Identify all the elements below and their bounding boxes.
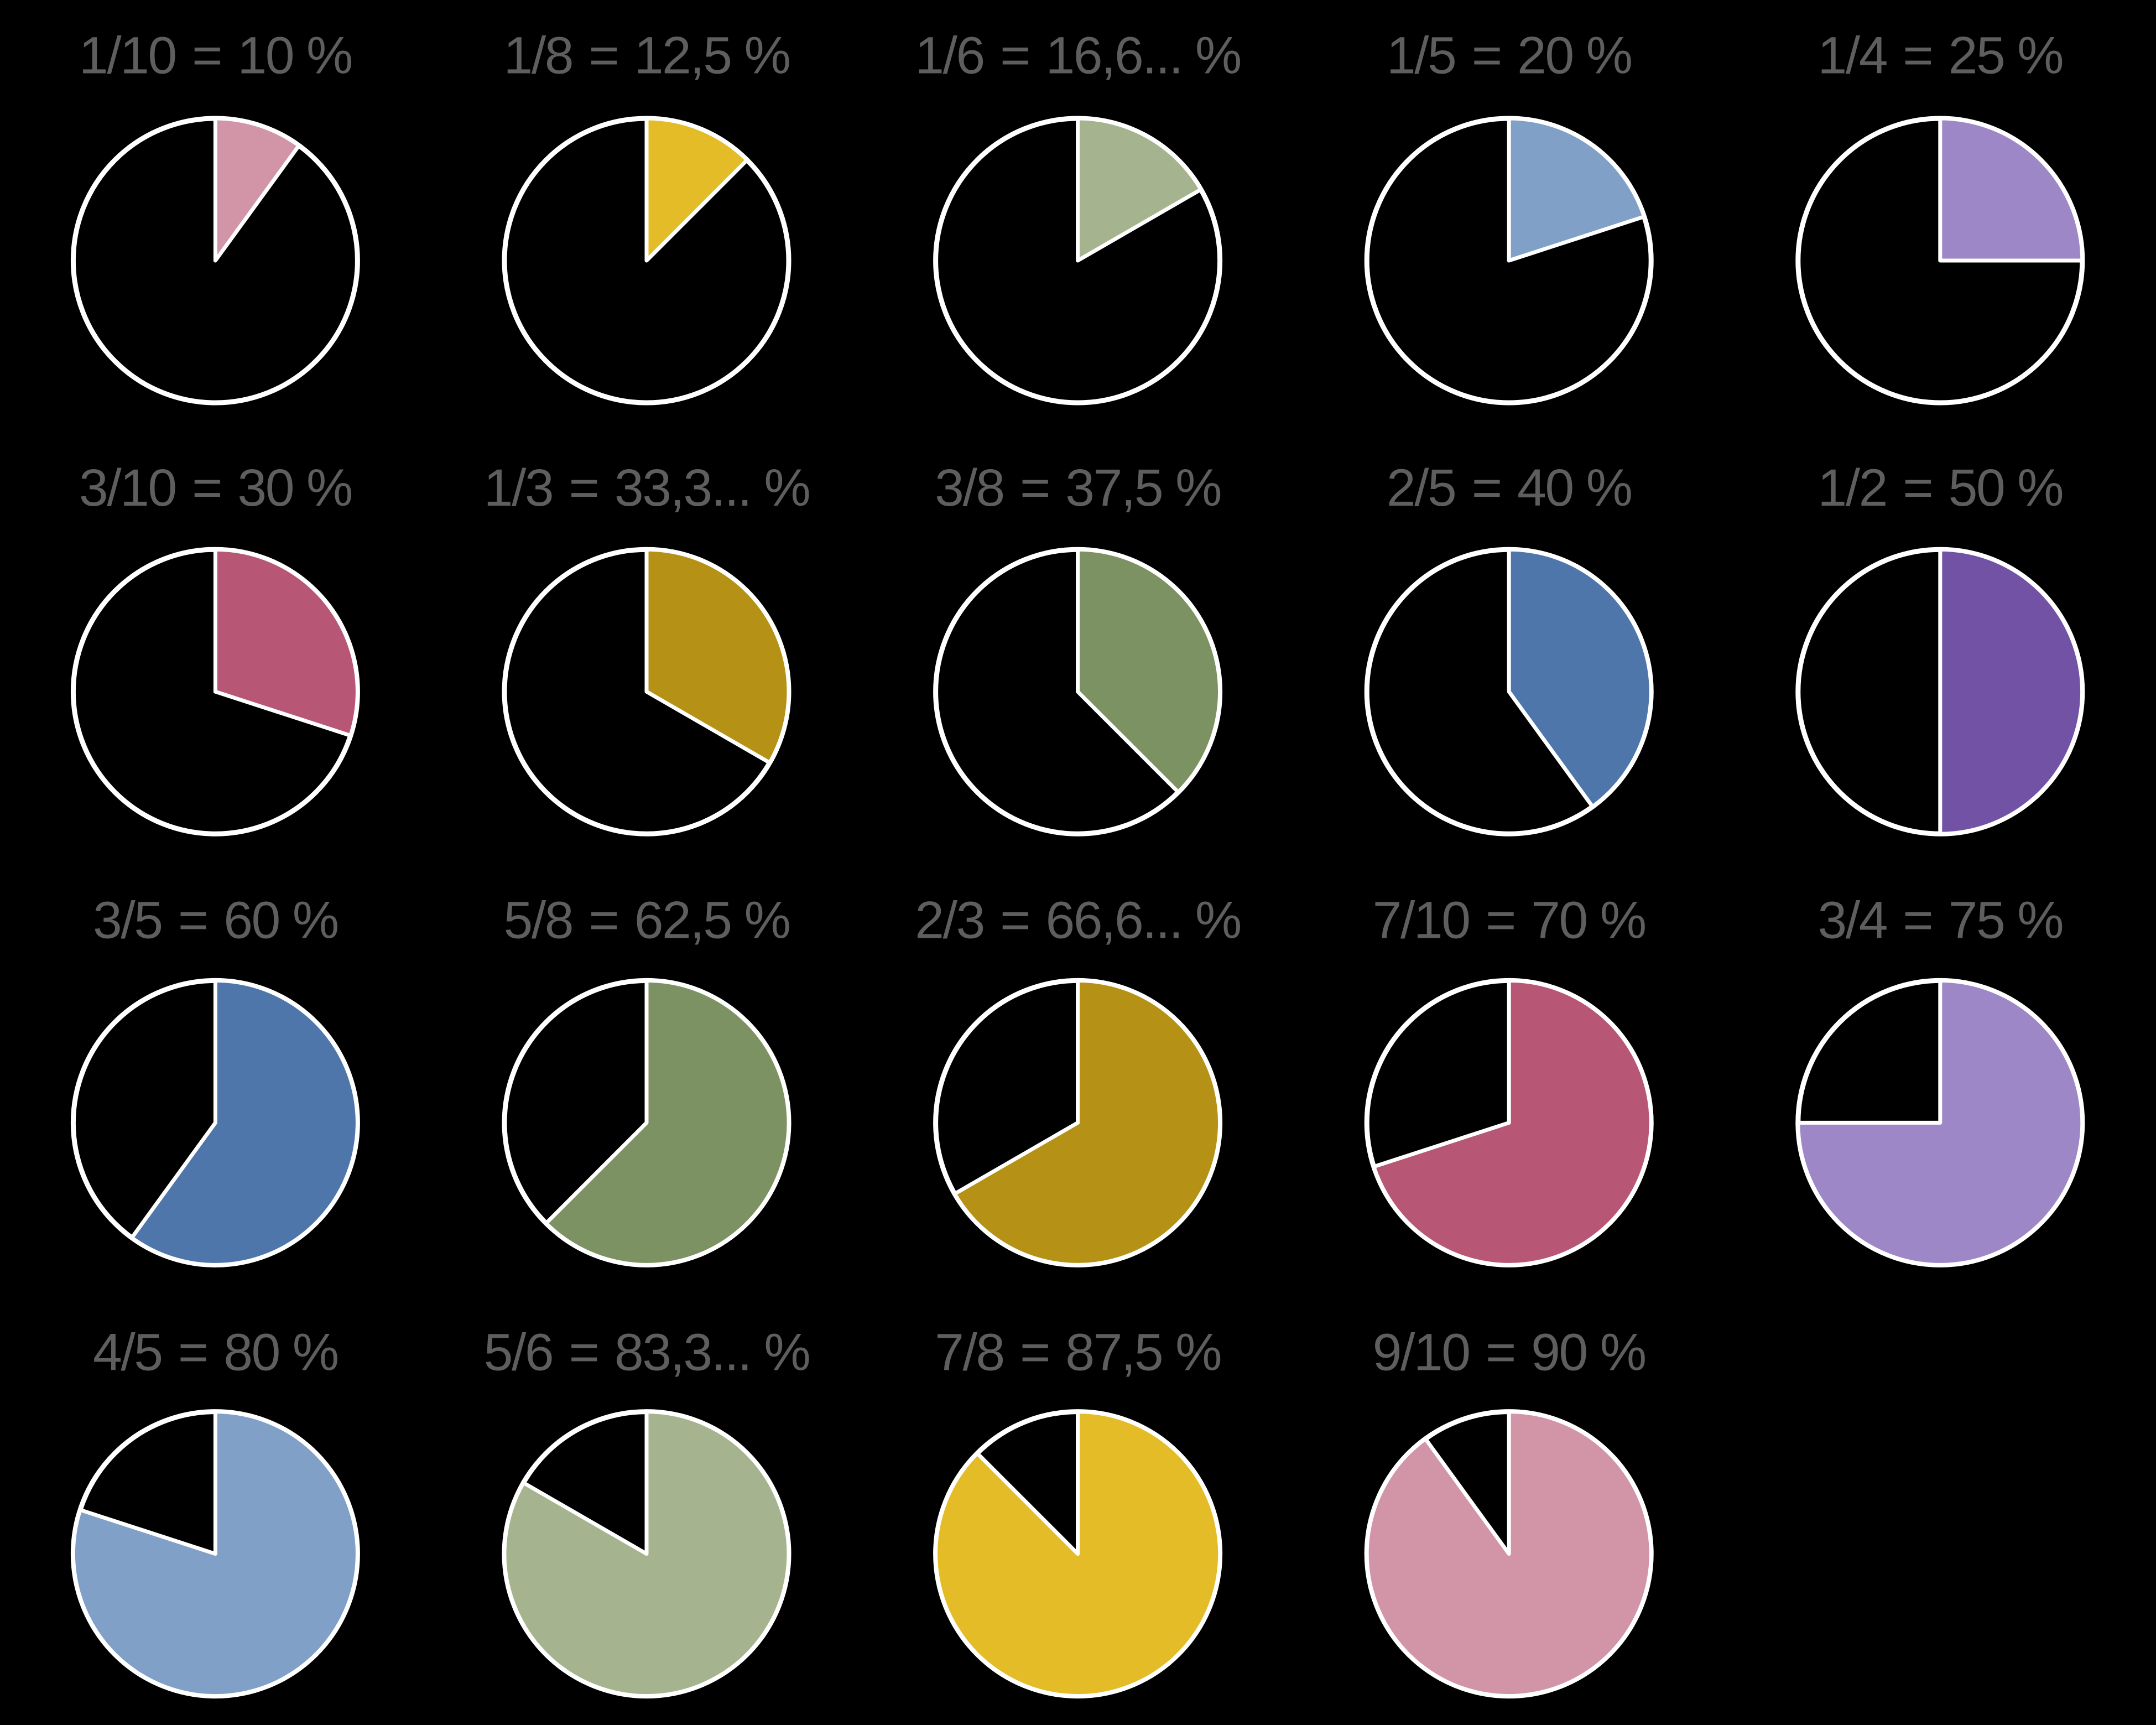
svg-text:2/3 = 66,6... %: 2/3 = 66,6... % [915, 891, 1241, 950]
svg-text:3/10 = 30 %: 3/10 = 30 % [79, 459, 352, 517]
svg-text:4/5 = 80 %: 4/5 = 80 % [93, 1323, 338, 1382]
svg-text:1/5 = 20 %: 1/5 = 20 % [1387, 27, 1632, 85]
svg-text:3/8 = 37,5 %: 3/8 = 37,5 % [935, 459, 1221, 517]
svg-text:3/5 = 60 %: 3/5 = 60 % [93, 891, 338, 950]
svg-text:3/4 = 75 %: 3/4 = 75 % [1818, 891, 2063, 950]
svg-text:1/6 = 16,6... %: 1/6 = 16,6... % [915, 27, 1241, 85]
svg-text:5/8 = 62,5 %: 5/8 = 62,5 % [504, 891, 790, 950]
svg-text:5/6 = 83,3... %: 5/6 = 83,3... % [484, 1323, 810, 1382]
svg-text:1/8 = 12,5 %: 1/8 = 12,5 % [504, 27, 790, 85]
svg-text:9/10 = 90 %: 9/10 = 90 % [1373, 1323, 1645, 1382]
svg-text:7/10 = 70 %: 7/10 = 70 % [1373, 891, 1645, 950]
svg-text:7/8 = 87,5 %: 7/8 = 87,5 % [935, 1323, 1221, 1382]
svg-text:1/10 = 10 %: 1/10 = 10 % [79, 27, 352, 85]
svg-text:2/5 = 40 %: 2/5 = 40 % [1387, 459, 1632, 517]
svg-text:1/4 = 25 %: 1/4 = 25 % [1818, 27, 2063, 85]
svg-text:1/3 = 33,3... %: 1/3 = 33,3... % [484, 459, 810, 517]
svg-text:1/2 = 50 %: 1/2 = 50 % [1818, 459, 2063, 517]
